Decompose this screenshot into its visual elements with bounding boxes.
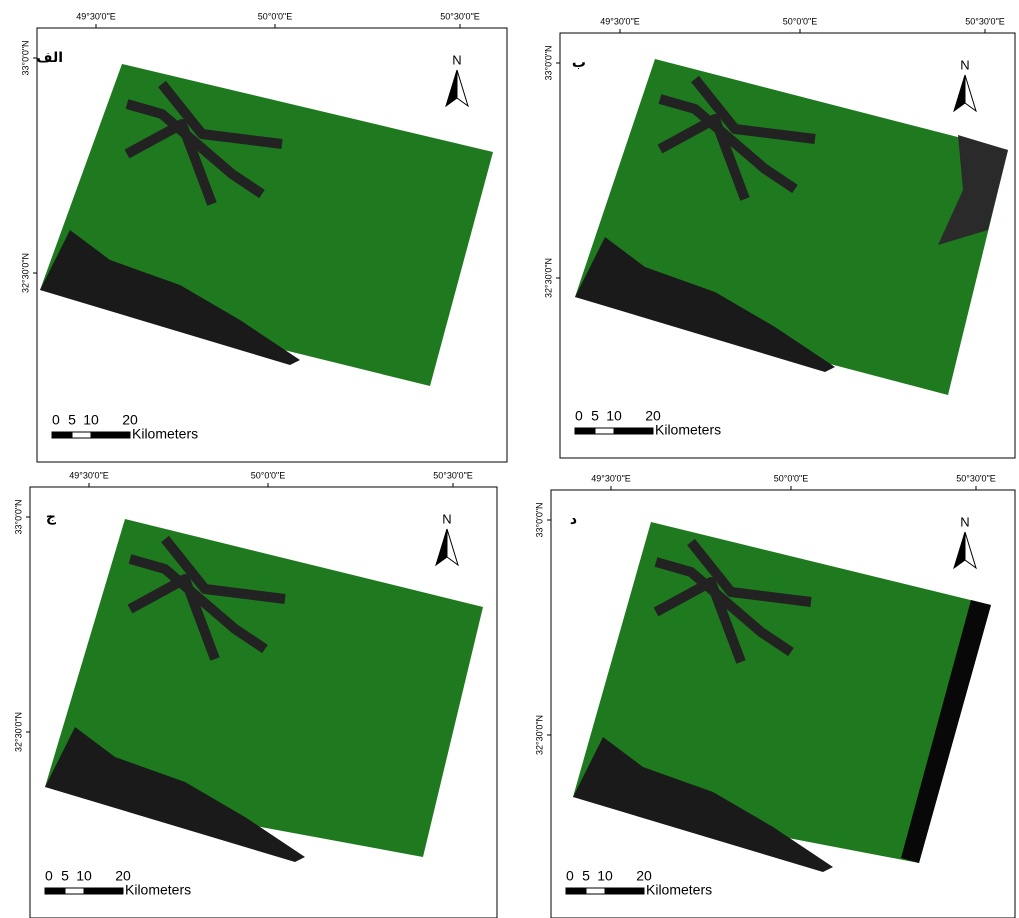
panel-label: ب [572, 55, 586, 71]
latitude-label: 33°0'0"N [534, 502, 544, 537]
panel-label: الف [36, 50, 63, 66]
longitude-label: 49°30'0"E [76, 11, 116, 21]
north-label: N [452, 52, 461, 67]
longitude-label: 50°30'0"E [433, 470, 473, 480]
scale-tick-label: 10 [606, 408, 622, 424]
longitude-label: 50°0'0"E [258, 11, 293, 21]
latitude-label: 32°30'0"N [20, 253, 30, 293]
map-panel: 49°30'0"E 50°0'0"E 50°30'0"E 33°0'0"N 32°30'… [543, 16, 1015, 458]
scale-segment [91, 432, 130, 438]
scale-tick-label: 0 [52, 412, 60, 428]
longitude-label: 50°0'0"E [783, 16, 818, 26]
scale-tick-label: 10 [83, 412, 99, 428]
scale-segment [566, 888, 586, 894]
panel-label: د [570, 512, 577, 528]
scale-segment [605, 888, 644, 894]
scale-segment [595, 428, 614, 434]
north-label: N [960, 57, 969, 72]
scale-unit: Kilometers [655, 422, 721, 438]
longitude-label: 50°30'0"E [965, 16, 1005, 26]
latitude-label: 33°0'0"N [20, 40, 30, 75]
longitude-label: 50°30'0"E [956, 473, 996, 483]
scale-unit: Kilometers [132, 426, 198, 442]
scale-tick-label: 5 [61, 868, 69, 884]
latitude-label: 32°30'0"N [534, 715, 544, 755]
scale-tick-label: 10 [597, 868, 613, 884]
scale-tick-label: 5 [591, 408, 599, 424]
latitude-label: 33°0'0"N [543, 45, 553, 80]
map-panel: 49°30'0"E 50°0'0"E 50°30'0"E 33°0'0"N 32°30'… [534, 473, 1015, 918]
longitude-label: 50°0'0"E [251, 470, 286, 480]
map-panel: 49°30'0"E 50°0'0"E 50°30'0"E 33°0'0"N 32°30'… [20, 11, 507, 462]
map-panel: 49°30'0"E 50°0'0"E 50°30'0"E 33°0'0"N 32°30'… [13, 470, 497, 918]
scale-tick-label: 0 [45, 868, 53, 884]
scale-unit: Kilometers [125, 882, 191, 898]
scale-segment [586, 888, 605, 894]
latitude-label: 32°30'0"N [13, 712, 23, 752]
longitude-label: 50°0'0"E [774, 473, 809, 483]
longitude-label: 49°30'0"E [69, 470, 109, 480]
longitude-label: 49°30'0"E [591, 473, 631, 483]
scale-segment [614, 428, 653, 434]
scale-segment [52, 432, 72, 438]
longitude-label: 49°30'0"E [600, 16, 640, 26]
scale-tick-label: 5 [68, 412, 76, 428]
north-label: N [442, 511, 451, 526]
scale-tick-label: 0 [575, 408, 583, 424]
scale-segment [575, 428, 595, 434]
scale-segment [84, 888, 123, 894]
panel-label: ج [46, 509, 57, 525]
scale-unit: Kilometers [646, 882, 712, 898]
latitude-label: 32°30'0"N [543, 258, 553, 298]
scale-tick-label: 0 [566, 868, 574, 884]
longitude-label: 50°30'0"E [440, 11, 480, 21]
map-figure: 49°30'0"E 50°0'0"E 50°30'0"E 33°0'0"N 32°30'… [0, 0, 1019, 918]
latitude-label: 33°0'0"N [13, 499, 23, 534]
scale-segment [72, 432, 91, 438]
scale-tick-label: 10 [76, 868, 92, 884]
scale-segment [65, 888, 84, 894]
scale-tick-label: 5 [582, 868, 590, 884]
scale-segment [45, 888, 65, 894]
north-label: N [960, 514, 969, 529]
